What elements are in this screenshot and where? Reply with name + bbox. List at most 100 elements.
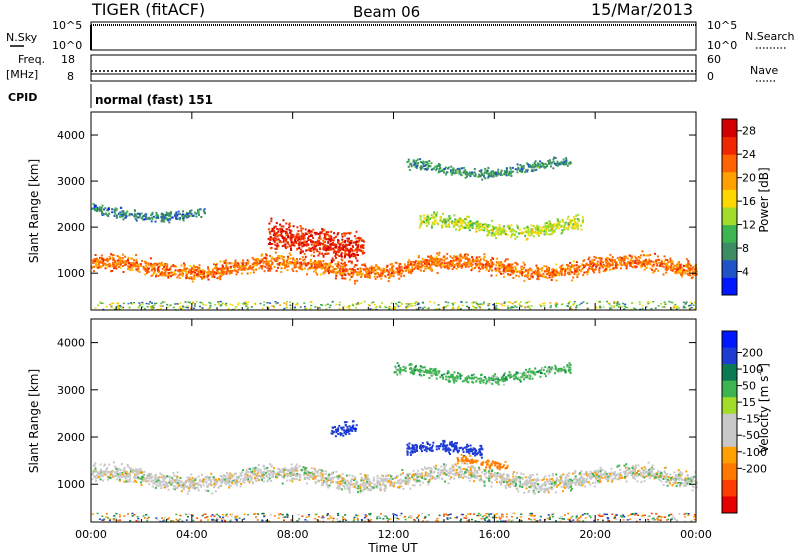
data-cell xyxy=(508,301,510,303)
data-cell xyxy=(599,262,602,265)
data-cell xyxy=(684,306,687,309)
data-cell xyxy=(96,473,99,476)
data-cell xyxy=(414,261,417,264)
data-cell xyxy=(552,275,555,278)
data-cell xyxy=(207,267,210,270)
data-cell xyxy=(100,266,103,269)
data-cell xyxy=(613,305,615,307)
data-cell xyxy=(514,168,517,171)
data-cell xyxy=(527,231,530,234)
data-cell xyxy=(626,265,628,268)
data-cell xyxy=(568,273,571,276)
data-cell xyxy=(498,267,501,270)
data-cell xyxy=(572,260,575,263)
data-cell xyxy=(151,307,154,309)
data-cell xyxy=(476,262,479,265)
data-cell xyxy=(229,270,232,273)
data-cell xyxy=(563,228,566,231)
data-cell xyxy=(479,229,482,232)
data-cell xyxy=(106,214,109,217)
data-cell xyxy=(467,262,470,265)
data-cell xyxy=(344,249,347,252)
data-cell xyxy=(247,262,250,265)
data-cell xyxy=(533,161,536,164)
data-cell xyxy=(143,218,146,221)
data-cell xyxy=(283,239,285,242)
data-cell xyxy=(275,222,278,225)
data-cell xyxy=(636,262,639,265)
data-cell xyxy=(589,261,592,264)
data-cell xyxy=(407,158,410,161)
data-cell xyxy=(505,265,508,268)
data-cell xyxy=(673,268,676,270)
data-cell xyxy=(162,274,165,277)
data-cell xyxy=(578,265,580,268)
data-cell xyxy=(538,304,541,306)
data-cell xyxy=(546,226,548,229)
data-cell xyxy=(495,305,498,307)
data-cell xyxy=(203,274,206,277)
nsearch-label: N.Search xyxy=(745,30,795,43)
data-cell xyxy=(125,259,128,262)
data-cell xyxy=(648,262,650,265)
data-cell xyxy=(641,305,644,307)
data-cell xyxy=(341,265,344,268)
data-cell xyxy=(309,301,312,303)
data-cell xyxy=(681,269,684,272)
data-cell xyxy=(480,304,483,306)
colorbar-segment xyxy=(722,154,737,173)
data-cell xyxy=(350,260,353,263)
data-cell xyxy=(456,218,459,221)
data-cell xyxy=(316,267,319,269)
data-cell xyxy=(445,221,448,223)
data-cell xyxy=(667,260,670,263)
data-cell xyxy=(502,275,505,278)
data-cell xyxy=(116,259,119,262)
data-cell xyxy=(224,259,227,262)
data-cell xyxy=(678,307,681,309)
data-cell xyxy=(286,265,288,268)
data-cell xyxy=(237,302,240,304)
data-cell xyxy=(558,163,561,166)
data-cell xyxy=(473,171,476,174)
data-cell xyxy=(634,256,637,259)
data-cell xyxy=(332,270,335,273)
data-cell xyxy=(693,274,696,277)
data-cell xyxy=(315,263,318,266)
data-cell xyxy=(97,266,100,269)
data-cell xyxy=(495,237,497,240)
data-cell xyxy=(486,170,489,173)
data-cell xyxy=(313,266,316,269)
data-cell xyxy=(282,256,285,258)
data-cell xyxy=(406,161,409,163)
data-cell xyxy=(474,301,477,303)
data-cell xyxy=(605,258,608,261)
data-cell xyxy=(202,209,205,212)
data-cell xyxy=(180,264,183,267)
data-cell xyxy=(433,216,436,219)
data-cell xyxy=(419,166,422,169)
data-cell xyxy=(486,233,489,236)
data-cell xyxy=(587,258,590,261)
data-cell xyxy=(513,269,516,272)
data-cell xyxy=(274,301,277,303)
data-cell xyxy=(471,227,474,229)
data-cell xyxy=(229,303,232,306)
data-cell xyxy=(508,174,510,177)
data-cell xyxy=(235,273,238,276)
data-cell xyxy=(467,173,470,176)
data-cell xyxy=(548,272,550,275)
data-cell xyxy=(510,306,513,308)
data-cell xyxy=(527,272,530,274)
data-cell xyxy=(301,236,304,239)
data-cell xyxy=(342,274,345,276)
data-cell xyxy=(490,274,493,277)
data-cell xyxy=(637,263,640,266)
data-cell xyxy=(686,263,689,266)
data-cell xyxy=(504,230,507,233)
data-cell xyxy=(488,270,490,272)
data-cell xyxy=(484,177,487,180)
data-cell xyxy=(564,269,567,272)
data-cell xyxy=(147,262,150,265)
data-cell xyxy=(126,210,129,213)
